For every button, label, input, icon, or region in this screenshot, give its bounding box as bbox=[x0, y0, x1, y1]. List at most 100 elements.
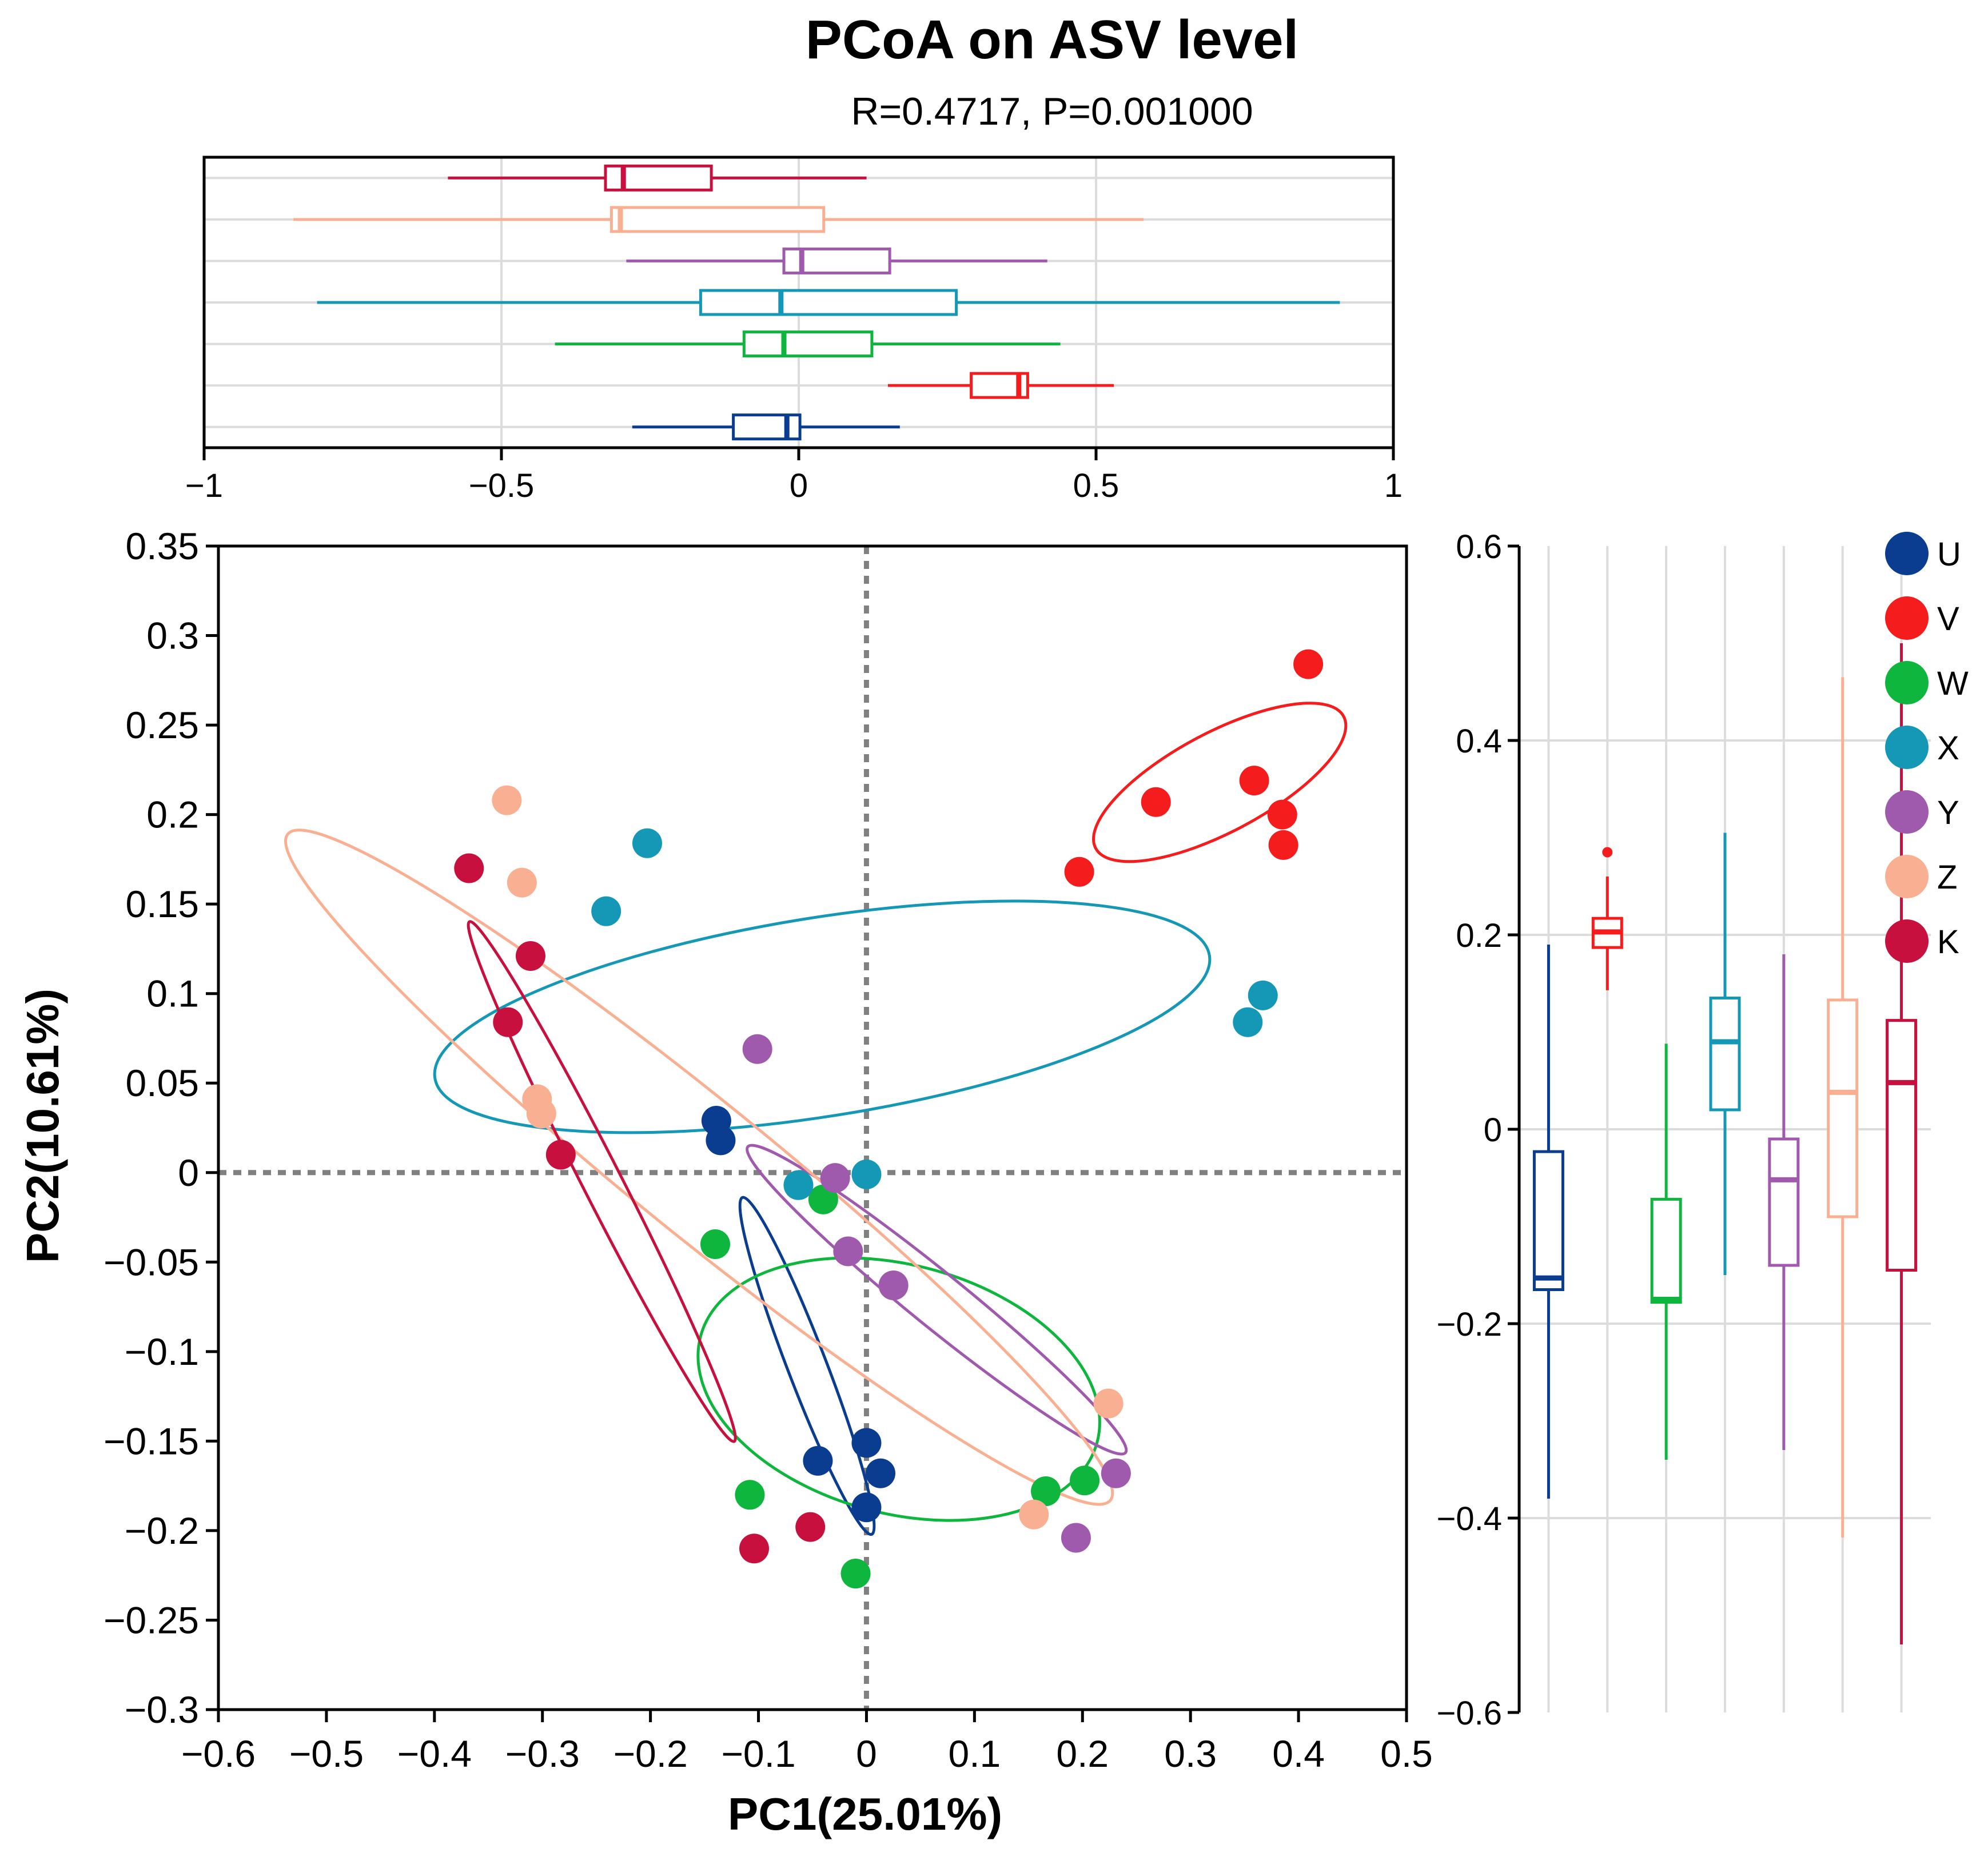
point-V-2 bbox=[1239, 766, 1269, 796]
point-Y-6 bbox=[1061, 1523, 1091, 1553]
box-U bbox=[1532, 1150, 1564, 1291]
point-Y-2 bbox=[820, 1163, 850, 1193]
x-tick-label: 0.5 bbox=[1380, 1732, 1433, 1775]
point-V-6 bbox=[1064, 857, 1094, 887]
point-U-2 bbox=[706, 1125, 736, 1156]
x-tick-label: 0.1 bbox=[948, 1732, 1001, 1775]
point-Y-1 bbox=[742, 1034, 772, 1064]
y-tick-label: 0.35 bbox=[126, 525, 199, 567]
legend-swatch-U bbox=[1885, 532, 1929, 575]
point-W-4 bbox=[840, 1559, 871, 1589]
point-K-2 bbox=[515, 941, 545, 971]
point-K-1 bbox=[454, 853, 484, 883]
legend-label-U: U bbox=[1937, 536, 1961, 573]
ellipse-U bbox=[738, 1196, 876, 1536]
point-W-5 bbox=[1031, 1476, 1061, 1507]
scatter-panel: −0.6 −0.5 −0.4 −0.3 −0.2 −0.1 0 0.1 0.2 0.3 0.4 0.5… bbox=[103, 525, 1433, 1775]
point-U-6 bbox=[851, 1492, 882, 1523]
point-V-5 bbox=[1141, 787, 1171, 817]
box-W bbox=[1650, 1197, 1682, 1304]
point-X-3 bbox=[783, 1170, 814, 1200]
point-K-5 bbox=[795, 1512, 826, 1542]
y-axis-label: PC2(10.61%) bbox=[17, 989, 68, 1263]
point-V-3 bbox=[1267, 799, 1297, 830]
legend-swatch-X bbox=[1885, 726, 1929, 769]
point-K-3 bbox=[493, 1007, 523, 1037]
point-X-4 bbox=[851, 1159, 882, 1189]
ellipse-X bbox=[433, 899, 1212, 1134]
x-tick-label: −0.4 bbox=[397, 1732, 472, 1775]
x-tick-label: 0.4 bbox=[1272, 1732, 1325, 1775]
point-W-6 bbox=[1070, 1465, 1100, 1496]
y-tick-label: −0.1 bbox=[125, 1331, 199, 1373]
box-U bbox=[732, 413, 802, 441]
top-tick-label: 0.5 bbox=[1073, 467, 1120, 504]
x-tick-label: 0 bbox=[856, 1732, 877, 1775]
point-X-6 bbox=[1233, 1007, 1263, 1037]
point-X-1 bbox=[632, 828, 662, 858]
ellipse-K bbox=[467, 920, 737, 1443]
x-tick-label: −0.2 bbox=[613, 1732, 687, 1775]
x-tick-label: −0.1 bbox=[721, 1732, 795, 1775]
point-W-3 bbox=[735, 1480, 765, 1510]
box-X bbox=[699, 289, 958, 316]
ellipse-Y bbox=[746, 1144, 1128, 1456]
legend-swatch-W bbox=[1885, 661, 1929, 704]
y-tick-label: 0.3 bbox=[146, 615, 199, 657]
x-tick-label: −0.6 bbox=[181, 1732, 256, 1775]
x-tick-label: 0.3 bbox=[1164, 1732, 1217, 1775]
point-U-5 bbox=[866, 1458, 896, 1488]
point-Y-4 bbox=[878, 1270, 909, 1301]
point-X-2 bbox=[591, 896, 622, 926]
y-tick-label: 0.05 bbox=[126, 1062, 199, 1104]
point-Z-5 bbox=[1093, 1388, 1124, 1419]
legend-swatch-V bbox=[1885, 596, 1929, 640]
legend-label-Y: Y bbox=[1937, 794, 1959, 831]
chart-title: PCoA on ASV level bbox=[806, 9, 1298, 70]
top-tick-label: −1 bbox=[185, 467, 223, 504]
point-K-6 bbox=[739, 1534, 769, 1564]
y-tick-label: −0.15 bbox=[103, 1420, 199, 1462]
legend-swatch-K bbox=[1885, 919, 1929, 963]
outlier-V bbox=[1602, 847, 1613, 858]
y-tick-label: −0.3 bbox=[125, 1688, 199, 1731]
point-V-1 bbox=[1293, 649, 1324, 679]
top-tick-label: −0.5 bbox=[469, 467, 535, 504]
right-tick-label: 0 bbox=[1484, 1112, 1502, 1149]
y-tick-label: −0.2 bbox=[125, 1509, 199, 1552]
pc2-boxplot-panel: −0.6 −0.4 −0.2 0 0.2 0.4 0.6 bbox=[1437, 528, 1931, 1732]
point-X-5 bbox=[1248, 980, 1278, 1010]
right-tick-label: 0.6 bbox=[1456, 528, 1502, 565]
legend-label-Z: Z bbox=[1937, 859, 1957, 896]
top-tick-label: 1 bbox=[1384, 467, 1403, 504]
box-Y bbox=[1768, 1137, 1800, 1267]
ellipse-V bbox=[1092, 702, 1348, 863]
box-Z bbox=[1827, 998, 1859, 1218]
scatter-frame bbox=[217, 544, 1408, 1711]
point-W-1 bbox=[700, 1229, 730, 1259]
legend-label-V: V bbox=[1937, 600, 1959, 638]
point-Z-1 bbox=[492, 785, 522, 815]
point-U-3 bbox=[803, 1445, 833, 1476]
right-tick-label: −0.6 bbox=[1437, 1695, 1503, 1732]
point-Z-2 bbox=[507, 867, 537, 898]
x-tick-label: −0.3 bbox=[505, 1732, 580, 1775]
ellipse-W bbox=[696, 1256, 1101, 1522]
legend-label-W: W bbox=[1937, 665, 1969, 702]
legend-swatch-Z bbox=[1885, 855, 1929, 898]
y-tick-label: 0.15 bbox=[126, 883, 199, 925]
point-Y-3 bbox=[833, 1236, 863, 1266]
right-tick-label: 0.4 bbox=[1456, 723, 1502, 760]
y-tick-label: 0 bbox=[178, 1152, 199, 1194]
right-tick-label: −0.2 bbox=[1437, 1306, 1503, 1343]
y-tick-label: 0.2 bbox=[146, 794, 199, 836]
y-tick-label: 0.1 bbox=[146, 973, 199, 1015]
point-K-4 bbox=[545, 1140, 576, 1170]
right-tick-label: −0.4 bbox=[1437, 1500, 1503, 1538]
box-X bbox=[1709, 997, 1741, 1112]
x-axis-label: PC1(25.01%) bbox=[728, 1789, 1002, 1839]
legend-label-K: K bbox=[1937, 923, 1959, 961]
x-tick-label: −0.5 bbox=[289, 1732, 364, 1775]
